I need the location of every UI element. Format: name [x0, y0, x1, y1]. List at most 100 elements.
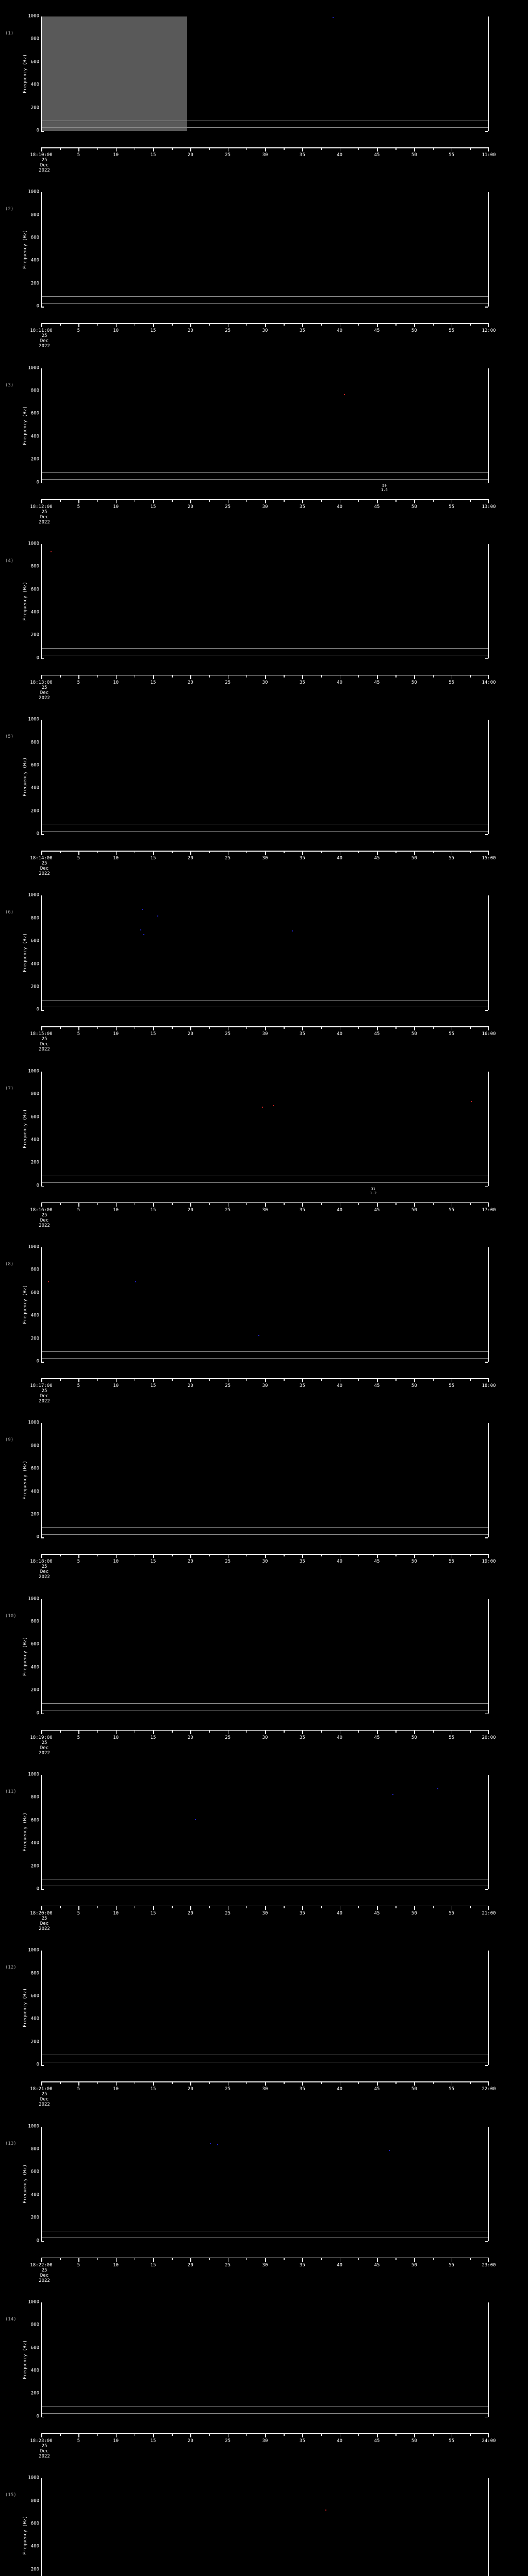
x-axis-tick — [227, 2433, 229, 2437]
x-axis-tick — [284, 1905, 285, 1908]
x-axis-tick — [451, 2433, 453, 2437]
x-axis-tick-label: 25 — [225, 2438, 231, 2444]
x-axis-tick — [339, 1378, 341, 1383]
signal-marker — [343, 394, 345, 395]
x-axis-tick — [134, 1378, 136, 1381]
x-axis-tick — [172, 499, 173, 502]
y-axis-tick-label: 200 — [30, 632, 39, 638]
x-axis-tick — [227, 2257, 229, 2262]
x-axis-tick — [97, 1554, 98, 1557]
signal-marker — [157, 916, 159, 917]
date-line: 2022 — [39, 168, 50, 173]
date-line: Dec — [40, 2273, 49, 2278]
panel-number-label: (14) — [5, 2316, 16, 2322]
x-axis-tick-label: 20 — [187, 1031, 193, 1037]
annotation-line: 31 — [371, 1187, 375, 1191]
y-axis-tick-label: 600 — [30, 762, 39, 768]
x-axis-tick — [358, 2433, 359, 2436]
x-axis-tick-label: 30 — [262, 680, 268, 685]
x-axis-tick-label: 30 — [262, 1031, 268, 1037]
plot-area — [41, 16, 489, 131]
x-axis-tick — [414, 2257, 415, 2262]
x-axis-tick — [116, 1554, 117, 1558]
x-axis-tick — [116, 1202, 117, 1207]
x-axis-tick — [321, 1554, 322, 1557]
y-axis-tick-right — [485, 1713, 488, 1715]
x-axis-tick — [395, 1026, 397, 1029]
x-axis-end-time-label: 15:00 — [482, 856, 496, 861]
y-axis-tick-label: 600 — [30, 587, 39, 592]
x-axis — [41, 1378, 489, 1383]
y-axis-tick-label: 200 — [30, 456, 39, 462]
reference-line — [42, 1182, 488, 1183]
plot-canvas — [42, 368, 488, 483]
x-axis-tick — [190, 851, 191, 855]
x-axis-tick-label: 55 — [449, 1031, 455, 1037]
reference-line — [42, 303, 488, 304]
x-axis-tick — [358, 147, 359, 150]
x-axis-tick-label: 40 — [337, 2087, 343, 2092]
plot-area — [41, 1071, 489, 1186]
x-axis-tick — [470, 1905, 471, 1908]
signal-marker — [333, 17, 334, 19]
x-axis-tick — [246, 499, 248, 502]
x-axis-tick — [209, 323, 210, 326]
y-axis-tick — [41, 1889, 44, 1890]
x-axis-tick — [190, 1202, 191, 1207]
panel-number-label: (4) — [5, 558, 14, 564]
x-axis-tick — [433, 674, 434, 677]
x-axis-tick — [78, 323, 79, 328]
x-axis-tick — [172, 1202, 173, 1205]
x-axis-tick — [470, 323, 471, 326]
x-axis-tick — [41, 1554, 42, 1558]
x-axis-tick — [321, 1905, 322, 1908]
x-axis-tick-label: 10 — [113, 1735, 119, 1740]
x-axis-tick — [433, 2081, 434, 2084]
x-axis-tick — [470, 499, 471, 502]
x-axis-tick — [395, 851, 397, 854]
date-line: 25 — [41, 2092, 47, 2097]
x-axis-tick — [116, 1026, 117, 1031]
date-line: 25 — [41, 2267, 47, 2273]
x-axis-tick — [172, 2257, 173, 2260]
x-axis-tick — [41, 323, 42, 328]
x-axis-date-stack: 25 Dec 2022 — [39, 2268, 50, 2283]
x-axis-tick — [190, 1554, 191, 1558]
x-axis-tick — [209, 674, 210, 677]
x-axis-tick-label: 15 — [150, 680, 156, 685]
x-axis-tick — [414, 1905, 415, 1910]
y-axis-tick — [41, 1010, 44, 1011]
x-axis-tick — [433, 1378, 434, 1381]
y-axis-tick-label: 1000 — [28, 1947, 39, 1953]
reference-line — [42, 127, 488, 128]
x-axis-tick-label: 30 — [262, 1559, 268, 1565]
x-axis-tick — [395, 1905, 397, 1908]
y-axis-tick-right — [485, 1010, 488, 1011]
y-axis-tick-right — [485, 1537, 488, 1538]
x-axis-end-time-label: 11:00 — [482, 152, 496, 158]
x-axis-tick — [116, 2081, 117, 2086]
x-axis — [41, 851, 489, 856]
x-axis-tick — [321, 1730, 322, 1733]
x-axis-tick — [302, 1554, 303, 1558]
x-axis-tick — [78, 499, 79, 503]
x-axis-tick — [246, 851, 248, 854]
date-line: 25 — [41, 158, 47, 163]
x-axis-tick-label: 25 — [225, 1559, 231, 1565]
x-axis-tick — [488, 1730, 489, 1734]
x-axis-tick — [339, 851, 341, 855]
y-axis-tick-label: 0 — [36, 480, 39, 485]
signal-marker — [194, 1819, 196, 1820]
x-axis-tick-label: 10 — [113, 152, 119, 158]
x-axis-tick — [414, 1730, 415, 1734]
x-axis-tick — [41, 1730, 42, 1734]
x-axis-tick — [60, 2081, 61, 2084]
date-line: 2022 — [39, 1750, 50, 1756]
x-axis-tick-label: 55 — [449, 1207, 455, 1213]
spectrogram-panel: (15)Frequency (Hz)0200400600800100018:24… — [0, 2462, 528, 2576]
x-axis-tick — [284, 2081, 285, 2084]
x-axis-tick — [265, 851, 266, 855]
x-axis-tick — [78, 674, 79, 679]
y-axis-tick-label: 0 — [36, 1359, 39, 1364]
